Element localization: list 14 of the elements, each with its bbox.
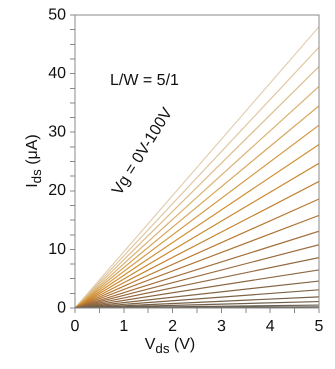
x-tick-label: 1 <box>119 318 128 336</box>
annotation: L/W = 5/1 <box>110 72 179 90</box>
y-tick-label: 40 <box>48 65 66 82</box>
x-tick-label: 2 <box>168 318 178 336</box>
y-tick-label: 0 <box>57 299 66 316</box>
y-tick-label: 50 <box>48 6 66 24</box>
y-tick-label: 30 <box>48 124 66 141</box>
x-tick-label: 3 <box>216 318 226 336</box>
x-tick-label: 4 <box>266 318 275 336</box>
x-axis-title: V$_{ds}$ (V) <box>144 336 196 356</box>
x-tick-label: 0 <box>70 318 80 336</box>
y-tick-label: 10 <box>48 240 66 258</box>
y-tick-label: 20 <box>48 182 66 200</box>
x-tick-label: 5 <box>314 318 324 336</box>
